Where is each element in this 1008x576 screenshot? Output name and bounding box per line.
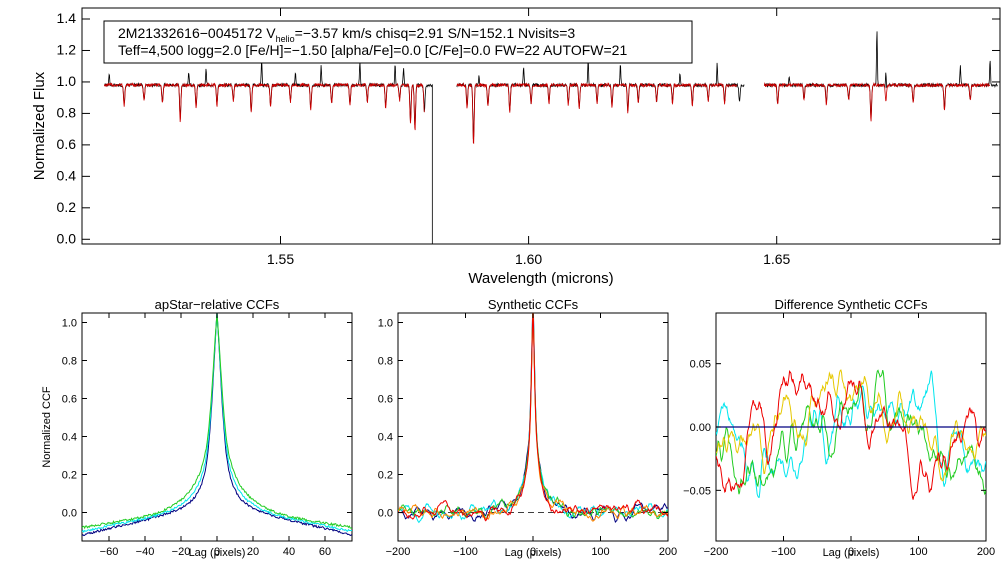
synthetic-ccf-line-visit-2	[398, 313, 668, 520]
synthetic-ccf-series	[398, 313, 668, 524]
x-tick-label: 200	[659, 546, 677, 558]
synthetic-ccf-panel: −200 −100 0 100 200 0.0 0.2 0.4 0.6 0.8 1.0 Synthe…	[378, 297, 677, 559]
model-spectrum-chip-2	[456, 82, 738, 145]
model-spectrum-chip-3	[763, 81, 991, 122]
difference-ccf-line-diff-2	[716, 369, 986, 496]
y-tick-label: 0.0	[378, 508, 393, 520]
y-tick-label: 0.4	[57, 167, 77, 183]
synthetic-ccf-title: Synthetic CCFs	[488, 297, 579, 312]
x-tick-label: 1.60	[515, 251, 542, 267]
spectrum-xlabel: Wavelength (microns)	[468, 270, 613, 287]
y-tick-label: 0.0	[57, 230, 77, 246]
apstar-ccf-series	[82, 313, 352, 537]
x-tick-label: 200	[977, 546, 995, 558]
x-tick-label: −20	[172, 546, 191, 558]
observed-spectrum-chip-2	[456, 60, 745, 140]
apstar-ccf-ylabel: Normalized CCF	[41, 386, 53, 468]
difference-ccf-ticks: −200 −100 0 100 200 −0.05 0.00 0.05	[683, 313, 995, 558]
spectrum-frame	[81, 7, 1001, 245]
apstar-ccf-frame	[81, 312, 353, 542]
difference-ccf-line-diff-3	[716, 369, 986, 482]
apstar-ccf-panel: −60 −40 −20 0 20 40 60 0.0 0.2 0.4 0.6 0.8 1.0 apSta…	[41, 297, 353, 559]
y-tick-label: 0.2	[57, 199, 77, 215]
info-box	[103, 20, 693, 64]
x-tick-label: 0	[848, 546, 854, 558]
synthetic-ccf-line-visit-3	[398, 313, 668, 522]
spectrum-panel: 1.55 1.60 1.65 0.0 0.2 0.4 0.6 0.8 1.0 1.2 1.4 2M2…	[31, 7, 1001, 287]
y-tick-label: 0.2	[378, 470, 393, 482]
x-tick-label: 0	[214, 546, 220, 558]
apstar-ccf-xlabel: Lag (pixels)	[189, 547, 246, 559]
synthetic-ccf-ticks: −200 −100 0 100 200 0.0 0.2 0.4 0.6 0.8 1.0	[378, 313, 677, 558]
y-tick-label: 1.0	[57, 73, 77, 89]
x-tick-label: −100	[771, 546, 796, 558]
apstar-ccf-line-visit-3	[82, 313, 352, 530]
y-tick-label: 0.2	[62, 470, 77, 482]
synthetic-ccf-line-visit-4	[398, 313, 668, 522]
x-tick-label: 20	[247, 546, 259, 558]
y-tick-label: 1.0	[62, 318, 77, 330]
info-line-2: Teff=4,500 logg=2.0 [Fe/H]=−1.50 [alpha/…	[118, 42, 627, 58]
x-tick-label: −40	[136, 546, 155, 558]
x-tick-label: −100	[453, 546, 478, 558]
synthetic-ccf-xlabel: Lag (pixels)	[505, 547, 562, 559]
x-tick-label: 100	[909, 546, 927, 558]
x-tick-label: −200	[386, 546, 411, 558]
y-tick-label: 0.8	[57, 104, 77, 120]
spectrum-ylabel: Normalized Flux	[31, 71, 48, 180]
y-tick-label: 0.4	[62, 432, 77, 444]
synthetic-ccf-line-combined	[398, 313, 668, 523]
difference-ccf-xlabel: Lag (pixels)	[823, 547, 880, 559]
model-spectrum-chip-1	[103, 82, 425, 131]
y-tick-label: 0.6	[62, 394, 77, 406]
x-tick-label: 1.65	[763, 251, 790, 267]
observed-spectrum-chip-3	[763, 31, 998, 119]
difference-ccf-panel: −200 −100 0 100 200 −0.05 0.00 0.05 Difference …	[683, 297, 995, 559]
apstar-ccf-title: apStar−relative CCFs	[155, 297, 280, 312]
info-line-1: 2M21332616−0045172 Vhelio=−3.57 km/s chi…	[118, 25, 575, 44]
y-tick-label: 0.6	[57, 136, 77, 152]
apstar-ccf-ticks: −60 −40 −20 0 20 40 60 0.0 0.2 0.4 0.6 0.8 1.0	[62, 313, 352, 558]
y-tick-label: 1.2	[57, 41, 77, 57]
difference-ccf-line-diff-1	[716, 370, 986, 498]
y-tick-label: 0.00	[690, 422, 711, 434]
x-tick-label: 60	[319, 546, 331, 558]
difference-ccf-series	[716, 369, 986, 500]
y-tick-label: 0.8	[62, 356, 77, 368]
spectrum-series	[103, 31, 998, 244]
synthetic-ccf-line-visit-1	[398, 313, 668, 524]
y-tick-label: 0.0	[62, 508, 77, 520]
apstar-ccf-line-visit-2	[82, 313, 352, 534]
difference-ccf-line-diff-4	[716, 370, 986, 500]
apstar-ccf-line-visit-1	[82, 313, 352, 537]
y-tick-label: 0.6	[378, 394, 393, 406]
y-tick-label: 0.4	[378, 432, 393, 444]
observed-spectrum-chip-1	[104, 60, 433, 244]
x-tick-label: 0	[530, 546, 536, 558]
x-tick-label: −200	[704, 546, 729, 558]
x-tick-label: 100	[591, 546, 609, 558]
spectrum-ticks: 1.55 1.60 1.65 0.0 0.2 0.4 0.6 0.8 1.0 1.2 1.4	[57, 8, 1000, 267]
y-tick-label: 1.4	[57, 10, 77, 26]
x-tick-label: 1.55	[267, 251, 294, 267]
difference-ccf-title: Difference Synthetic CCFs	[775, 297, 928, 312]
x-tick-label: 40	[283, 546, 295, 558]
y-tick-label: 0.05	[690, 359, 711, 371]
y-tick-label: 1.0	[378, 318, 393, 330]
y-tick-label: 0.8	[378, 356, 393, 368]
x-tick-label: −60	[100, 546, 119, 558]
y-tick-label: −0.05	[683, 485, 711, 497]
